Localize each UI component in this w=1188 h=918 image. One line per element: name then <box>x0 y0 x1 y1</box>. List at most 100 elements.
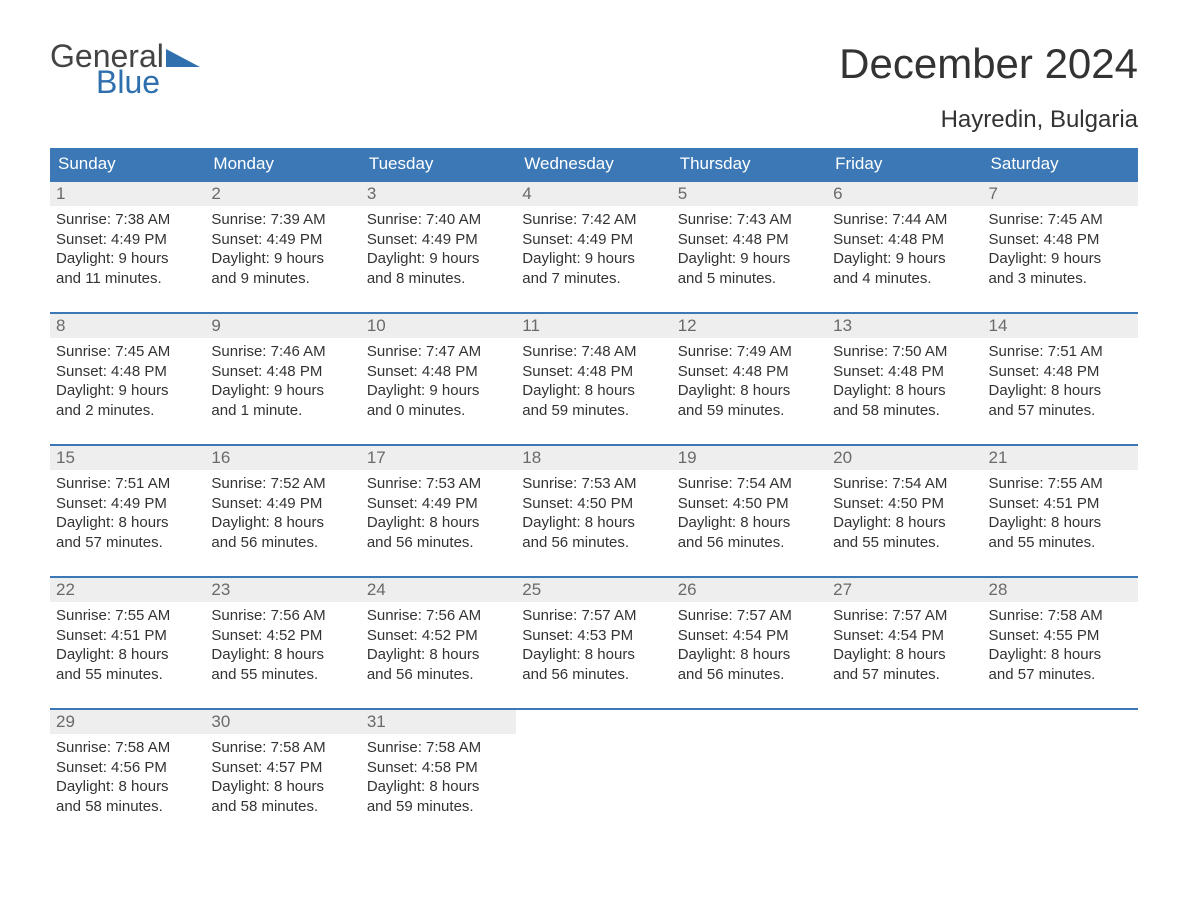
day-number: 24 <box>361 578 516 602</box>
sunset-line: Sunset: 4:48 PM <box>833 230 976 250</box>
cell-body: Sunrise: 7:46 AMSunset: 4:48 PMDaylight:… <box>205 338 360 426</box>
day-number: 29 <box>50 710 205 734</box>
calendar-cell: 25Sunrise: 7:57 AMSunset: 4:53 PMDayligh… <box>516 578 671 690</box>
calendar-cell: 20Sunrise: 7:54 AMSunset: 4:50 PMDayligh… <box>827 446 982 558</box>
calendar-cell: 9Sunrise: 7:46 AMSunset: 4:48 PMDaylight… <box>205 314 360 426</box>
sunrise-line: Sunrise: 7:57 AM <box>678 606 821 626</box>
calendar-cell: 18Sunrise: 7:53 AMSunset: 4:50 PMDayligh… <box>516 446 671 558</box>
calendar-cell: 3Sunrise: 7:40 AMSunset: 4:49 PMDaylight… <box>361 182 516 294</box>
daylight-line-2: and 56 minutes. <box>678 533 821 553</box>
day-number: 1 <box>50 182 205 206</box>
daylight-line-2: and 58 minutes. <box>833 401 976 421</box>
cell-body: Sunrise: 7:50 AMSunset: 4:48 PMDaylight:… <box>827 338 982 426</box>
cell-body: Sunrise: 7:40 AMSunset: 4:49 PMDaylight:… <box>361 206 516 294</box>
daylight-line-1: Daylight: 8 hours <box>367 513 510 533</box>
daylight-line-2: and 56 minutes. <box>522 665 665 685</box>
sunrise-line: Sunrise: 7:44 AM <box>833 210 976 230</box>
cell-body: Sunrise: 7:49 AMSunset: 4:48 PMDaylight:… <box>672 338 827 426</box>
sunset-line: Sunset: 4:53 PM <box>522 626 665 646</box>
calendar: SundayMondayTuesdayWednesdayThursdayFrid… <box>50 148 1138 822</box>
sunrise-line: Sunrise: 7:50 AM <box>833 342 976 362</box>
cell-body: Sunrise: 7:57 AMSunset: 4:54 PMDaylight:… <box>672 602 827 690</box>
sunset-line: Sunset: 4:48 PM <box>211 362 354 382</box>
calendar-cell: 15Sunrise: 7:51 AMSunset: 4:49 PMDayligh… <box>50 446 205 558</box>
daylight-line-2: and 55 minutes. <box>989 533 1132 553</box>
sunset-line: Sunset: 4:48 PM <box>678 362 821 382</box>
day-number: 2 <box>205 182 360 206</box>
daylight-line-1: Daylight: 8 hours <box>367 777 510 797</box>
day-number: 19 <box>672 446 827 470</box>
sunset-line: Sunset: 4:48 PM <box>989 230 1132 250</box>
sunset-line: Sunset: 4:52 PM <box>367 626 510 646</box>
daylight-line-2: and 56 minutes. <box>367 665 510 685</box>
day-header: Thursday <box>672 148 827 180</box>
daylight-line-1: Daylight: 9 hours <box>211 249 354 269</box>
week-row: 15Sunrise: 7:51 AMSunset: 4:49 PMDayligh… <box>50 444 1138 558</box>
daylight-line-1: Daylight: 8 hours <box>56 645 199 665</box>
day-number: 12 <box>672 314 827 338</box>
cell-body: Sunrise: 7:54 AMSunset: 4:50 PMDaylight:… <box>827 470 982 558</box>
sunrise-line: Sunrise: 7:58 AM <box>56 738 199 758</box>
day-number: 15 <box>50 446 205 470</box>
daylight-line-2: and 5 minutes. <box>678 269 821 289</box>
daylight-line-2: and 55 minutes. <box>56 665 199 685</box>
cell-body: Sunrise: 7:58 AMSunset: 4:57 PMDaylight:… <box>205 734 360 822</box>
cell-body: Sunrise: 7:53 AMSunset: 4:50 PMDaylight:… <box>516 470 671 558</box>
day-number: 8 <box>50 314 205 338</box>
sunrise-line: Sunrise: 7:51 AM <box>56 474 199 494</box>
calendar-cell: 31Sunrise: 7:58 AMSunset: 4:58 PMDayligh… <box>361 710 516 822</box>
daylight-line-2: and 56 minutes. <box>367 533 510 553</box>
daylight-line-2: and 59 minutes. <box>522 401 665 421</box>
daylight-line-1: Daylight: 8 hours <box>989 381 1132 401</box>
daylight-line-2: and 56 minutes. <box>522 533 665 553</box>
daylight-line-1: Daylight: 9 hours <box>56 381 199 401</box>
day-number: 6 <box>827 182 982 206</box>
daylight-line-2: and 55 minutes. <box>833 533 976 553</box>
daylight-line-1: Daylight: 9 hours <box>989 249 1132 269</box>
day-number: 30 <box>205 710 360 734</box>
sunset-line: Sunset: 4:49 PM <box>56 494 199 514</box>
sunrise-line: Sunrise: 7:51 AM <box>989 342 1132 362</box>
day-number: 22 <box>50 578 205 602</box>
daylight-line-1: Daylight: 8 hours <box>678 645 821 665</box>
daylight-line-1: Daylight: 9 hours <box>522 249 665 269</box>
sunset-line: Sunset: 4:51 PM <box>56 626 199 646</box>
daylight-line-2: and 59 minutes. <box>367 797 510 817</box>
cell-body: Sunrise: 7:55 AMSunset: 4:51 PMDaylight:… <box>983 470 1138 558</box>
day-number: 17 <box>361 446 516 470</box>
sunset-line: Sunset: 4:58 PM <box>367 758 510 778</box>
calendar-cell: 22Sunrise: 7:55 AMSunset: 4:51 PMDayligh… <box>50 578 205 690</box>
week-row: 29Sunrise: 7:58 AMSunset: 4:56 PMDayligh… <box>50 708 1138 822</box>
daylight-line-2: and 11 minutes. <box>56 269 199 289</box>
cell-body: Sunrise: 7:47 AMSunset: 4:48 PMDaylight:… <box>361 338 516 426</box>
cell-body: Sunrise: 7:44 AMSunset: 4:48 PMDaylight:… <box>827 206 982 294</box>
sunrise-line: Sunrise: 7:58 AM <box>367 738 510 758</box>
day-number: 20 <box>827 446 982 470</box>
sunset-line: Sunset: 4:50 PM <box>833 494 976 514</box>
sunset-line: Sunset: 4:48 PM <box>989 362 1132 382</box>
page-title: December 2024 <box>839 40 1138 88</box>
day-number: 14 <box>983 314 1138 338</box>
day-number: 7 <box>983 182 1138 206</box>
cell-body: Sunrise: 7:51 AMSunset: 4:49 PMDaylight:… <box>50 470 205 558</box>
calendar-cell: 29Sunrise: 7:58 AMSunset: 4:56 PMDayligh… <box>50 710 205 822</box>
day-header: Friday <box>827 148 982 180</box>
sunrise-line: Sunrise: 7:53 AM <box>367 474 510 494</box>
calendar-cell: 19Sunrise: 7:54 AMSunset: 4:50 PMDayligh… <box>672 446 827 558</box>
sunset-line: Sunset: 4:49 PM <box>367 230 510 250</box>
calendar-cell: 17Sunrise: 7:53 AMSunset: 4:49 PMDayligh… <box>361 446 516 558</box>
sunset-line: Sunset: 4:54 PM <box>833 626 976 646</box>
calendar-cell: 23Sunrise: 7:56 AMSunset: 4:52 PMDayligh… <box>205 578 360 690</box>
calendar-cell: 7Sunrise: 7:45 AMSunset: 4:48 PMDaylight… <box>983 182 1138 294</box>
sunset-line: Sunset: 4:49 PM <box>56 230 199 250</box>
weeks-container: 1Sunrise: 7:38 AMSunset: 4:49 PMDaylight… <box>50 180 1138 822</box>
daylight-line-1: Daylight: 8 hours <box>211 777 354 797</box>
sunset-line: Sunset: 4:48 PM <box>678 230 821 250</box>
sunset-line: Sunset: 4:51 PM <box>989 494 1132 514</box>
sunrise-line: Sunrise: 7:54 AM <box>833 474 976 494</box>
daylight-line-1: Daylight: 8 hours <box>833 381 976 401</box>
calendar-cell: 26Sunrise: 7:57 AMSunset: 4:54 PMDayligh… <box>672 578 827 690</box>
daylight-line-2: and 56 minutes. <box>211 533 354 553</box>
sunset-line: Sunset: 4:49 PM <box>211 230 354 250</box>
daylight-line-1: Daylight: 8 hours <box>522 645 665 665</box>
